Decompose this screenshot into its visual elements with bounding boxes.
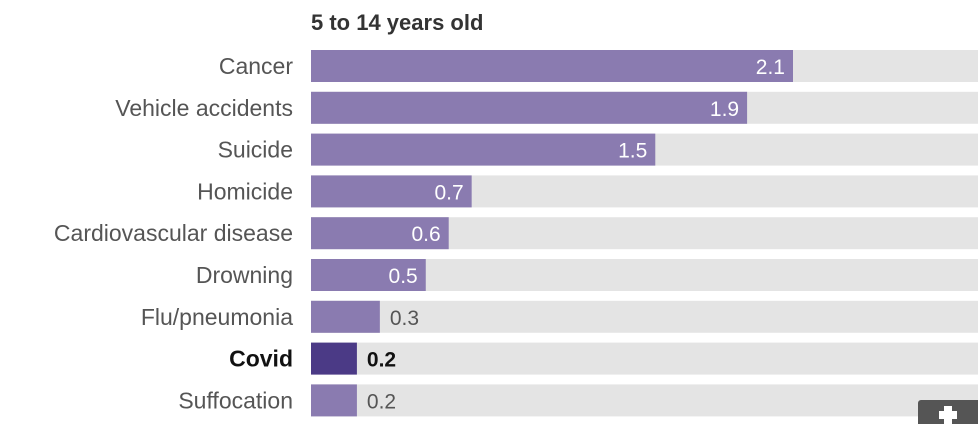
value-label: 2.1 (756, 56, 785, 79)
bar (311, 342, 357, 375)
category-label: Flu/pneumonia (141, 304, 293, 330)
bar-track (311, 384, 978, 417)
bar (311, 50, 793, 82)
bar-track (311, 342, 978, 375)
bar-track (311, 300, 978, 333)
value-label: 0.7 (434, 181, 463, 204)
bar (311, 259, 426, 291)
bar (311, 133, 656, 166)
category-label: Drowning (196, 262, 293, 288)
category-label: Cardiovascular disease (54, 220, 293, 246)
category-label: Homicide (197, 178, 293, 204)
value-label: 1.5 (618, 140, 647, 163)
category-label: Suicide (218, 137, 293, 163)
bar (311, 300, 380, 333)
bar (311, 217, 449, 250)
plus-icon[interactable] (918, 400, 978, 424)
category-label: Suffocation (178, 387, 293, 413)
bar (311, 175, 472, 208)
value-label: 0.3 (390, 307, 419, 330)
value-label: 0.2 (367, 390, 396, 413)
bar (311, 384, 357, 417)
value-label: 0.5 (389, 265, 418, 288)
category-label: Covid (229, 346, 293, 372)
bar (311, 91, 748, 124)
category-label: Cancer (219, 53, 293, 79)
chart-title: 5 to 14 years old (311, 10, 484, 35)
value-label: 0.2 (367, 349, 396, 372)
value-label: 0.6 (412, 223, 441, 246)
value-label: 1.9 (710, 98, 739, 121)
category-label: Vehicle accidents (115, 95, 293, 121)
